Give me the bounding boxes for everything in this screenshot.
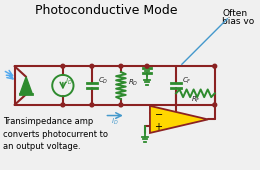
Circle shape bbox=[90, 103, 94, 107]
Polygon shape bbox=[20, 77, 32, 94]
Circle shape bbox=[90, 64, 94, 68]
Text: Transimpedance amp
converts photocurrent to
an output voltage.: Transimpedance amp converts photocurrent… bbox=[3, 117, 108, 151]
Text: $I_D$: $I_D$ bbox=[65, 77, 72, 87]
Circle shape bbox=[61, 103, 65, 107]
Text: $I_D$: $I_D$ bbox=[111, 117, 119, 127]
Text: $R_D$: $R_D$ bbox=[128, 78, 138, 88]
Text: Photoconductive Mode: Photoconductive Mode bbox=[35, 4, 178, 17]
Text: $C_F$: $C_F$ bbox=[182, 76, 192, 86]
Circle shape bbox=[145, 64, 149, 68]
Circle shape bbox=[61, 64, 65, 68]
Text: $-$: $-$ bbox=[154, 108, 163, 118]
Circle shape bbox=[119, 103, 123, 107]
Circle shape bbox=[213, 64, 217, 68]
Text: $R_F$: $R_F$ bbox=[191, 95, 200, 105]
Text: $C_D$: $C_D$ bbox=[98, 76, 108, 86]
Text: $+$: $+$ bbox=[154, 121, 163, 132]
Polygon shape bbox=[150, 106, 208, 133]
Text: bias vo: bias vo bbox=[223, 17, 255, 26]
Text: Often: Often bbox=[223, 8, 248, 18]
Circle shape bbox=[119, 64, 123, 68]
Circle shape bbox=[213, 103, 217, 107]
